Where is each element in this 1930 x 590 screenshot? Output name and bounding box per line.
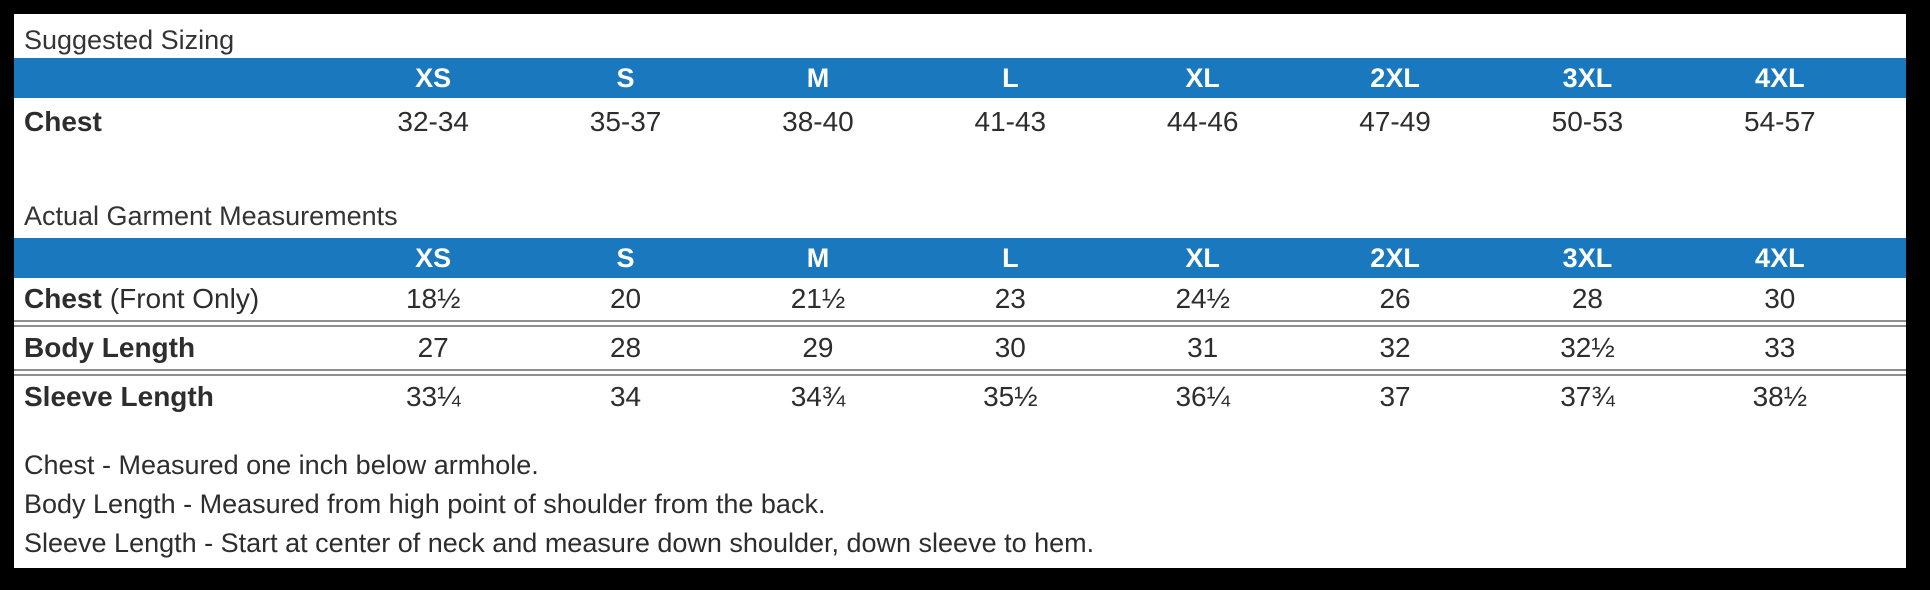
- garment-measurements-title: Actual Garment Measurements: [24, 201, 398, 231]
- size-header-xs: XS: [415, 242, 452, 273]
- size-header-m: M: [806, 242, 830, 273]
- size-header-l: L: [1002, 242, 1019, 273]
- chest-front-value-xl: 24½: [1175, 283, 1230, 314]
- row-label-suffix: (Front Only): [109, 283, 260, 314]
- size-header-4xl: 4XL: [1755, 242, 1805, 273]
- row-label-text: Sleeve Length: [24, 381, 214, 412]
- body-length-value-3xl: 32½: [1560, 332, 1615, 363]
- garment-measurements-header-row: XS S M L XL 2XL 3XL 4XL: [14, 238, 1906, 278]
- suggested-sizing-title: Suggested Sizing: [24, 25, 235, 55]
- sleeve-length-value-4xl: 38½: [1752, 381, 1808, 412]
- chest-value-xl: 44-46: [1166, 106, 1239, 137]
- sleeve-length-value-2xl: 37: [1379, 381, 1411, 412]
- chest-value-xs: 32-34: [397, 106, 469, 137]
- sleeve-length-value-xs: 33¼: [405, 381, 461, 412]
- size-header-4xl: 4XL: [1755, 62, 1805, 93]
- body-length-row: Body Length 27 28 29 30 31 32 32½ 33: [14, 327, 1906, 369]
- sleeve-length-value-l: 35½: [983, 381, 1038, 412]
- note-sleeve-length: Sleeve Length - Start at center of neck …: [24, 528, 1095, 558]
- size-header-l: L: [1002, 62, 1019, 93]
- size-chart-panel: Suggested Sizing XS S M L XL 2XL 3XL 4XL…: [14, 14, 1906, 568]
- row-label-sleeve-length: Sleeve Length: [14, 381, 337, 413]
- body-length-value-xl: 31: [1187, 332, 1219, 363]
- size-header-3xl: 3XL: [1562, 62, 1613, 93]
- chest-front-value-l: 23: [994, 283, 1026, 314]
- size-header-m: M: [806, 62, 830, 93]
- size-header-xs: XS: [415, 62, 452, 93]
- row-label-text: Chest: [24, 283, 102, 314]
- sleeve-length-value-3xl: 37¾: [1560, 381, 1615, 412]
- sleeve-length-value-xl: 36¼: [1175, 381, 1230, 412]
- chest-value-4xl: 54-57: [1744, 106, 1816, 137]
- size-header-2xl: 2XL: [1370, 242, 1420, 273]
- chest-front-only-row: Chest (Front Only) 18½ 20 21½ 23 24½ 26 2…: [14, 278, 1906, 320]
- chest-value-l: 41-43: [974, 106, 1047, 137]
- sleeve-length-row: Sleeve Length 33¼ 34 34¾ 35½ 36¼ 37 37¾ …: [14, 376, 1906, 418]
- size-header-3xl: 3XL: [1562, 242, 1613, 273]
- chest-front-value-m: 21½: [790, 283, 846, 314]
- note-body-length: Body Length - Measured from high point o…: [24, 489, 826, 519]
- chest-front-value-xs: 18½: [405, 283, 461, 314]
- chest-value-2xl: 47-49: [1359, 106, 1431, 137]
- chest-value-s: 35-37: [589, 106, 662, 137]
- chest-front-value-3xl: 28: [1571, 283, 1604, 314]
- size-header-s: S: [616, 62, 635, 93]
- body-length-value-s: 28: [609, 332, 642, 363]
- chest-front-value-s: 20: [609, 283, 642, 314]
- sleeve-length-value-s: 34: [609, 381, 642, 412]
- row-label-text: Body Length: [24, 332, 196, 363]
- body-length-value-xs: 27: [417, 332, 449, 363]
- size-header-xl: XL: [1185, 62, 1220, 93]
- body-length-value-2xl: 32: [1379, 332, 1411, 363]
- row-label-text: Chest: [24, 106, 102, 137]
- measurement-notes: Chest - Measured one inch below armhole.…: [14, 446, 1906, 563]
- row-divider: [14, 320, 1906, 327]
- chest-value-3xl: 50-53: [1551, 106, 1624, 137]
- body-length-value-l: 30: [994, 332, 1026, 363]
- body-length-value-4xl: 33: [1764, 332, 1796, 363]
- chest-value-m: 38-40: [782, 106, 854, 137]
- row-label-chest-front-only: Chest (Front Only): [14, 283, 337, 315]
- size-header-xl: XL: [1185, 242, 1220, 273]
- chest-front-value-2xl: 26: [1379, 283, 1411, 314]
- row-label-body-length: Body Length: [14, 332, 337, 364]
- chest-front-value-4xl: 30: [1764, 283, 1796, 314]
- size-header-2xl: 2XL: [1370, 62, 1420, 93]
- note-chest: Chest - Measured one inch below armhole.: [24, 450, 539, 480]
- sleeve-length-value-m: 34¾: [790, 381, 846, 412]
- size-header-s: S: [616, 242, 635, 273]
- row-divider: [14, 369, 1906, 376]
- body-length-value-m: 29: [802, 332, 834, 363]
- suggested-sizing-header-row: XS S M L XL 2XL 3XL 4XL: [14, 58, 1906, 98]
- suggested-chest-row: Chest 32-34 35-37 38-40 41-43 44-46 47-4…: [14, 98, 1906, 146]
- row-label-chest: Chest: [14, 106, 337, 138]
